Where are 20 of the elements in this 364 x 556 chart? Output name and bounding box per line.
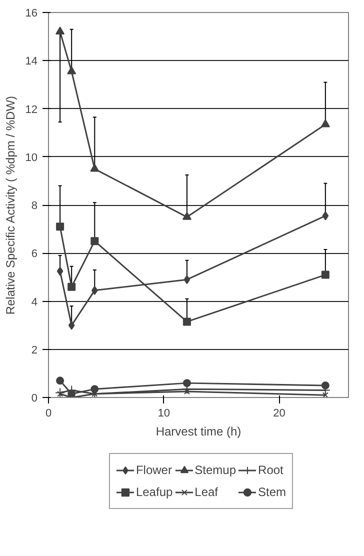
x-tick-label: 10 bbox=[158, 408, 170, 420]
y-tick-label: 2 bbox=[31, 344, 38, 356]
y-axis-title: Relative Specific Activity ( %dpm / %DW) bbox=[3, 96, 18, 315]
x-tick-label: 20 bbox=[273, 408, 286, 420]
legend-label: Stem bbox=[258, 485, 286, 499]
legend-label: Flower bbox=[136, 463, 172, 477]
x-axis-title: Harvest time (h) bbox=[156, 424, 242, 438]
y-tick-label: 8 bbox=[31, 200, 38, 212]
legend-label: Stemup bbox=[194, 463, 236, 477]
legend-label: Leafup bbox=[136, 485, 173, 499]
y-tick-label: 4 bbox=[31, 296, 38, 308]
y-tick-label: 16 bbox=[25, 8, 38, 20]
y-tick-label: 12 bbox=[25, 104, 38, 116]
legend-label: Leaf bbox=[194, 485, 218, 499]
x-tick-label: 0 bbox=[45, 408, 52, 420]
y-tick-label: 0 bbox=[31, 392, 38, 404]
legend-label: Root bbox=[258, 463, 284, 477]
y-tick-label: 14 bbox=[25, 56, 38, 68]
y-tick-label: 6 bbox=[31, 248, 38, 260]
y-tick-label: 10 bbox=[25, 152, 38, 164]
